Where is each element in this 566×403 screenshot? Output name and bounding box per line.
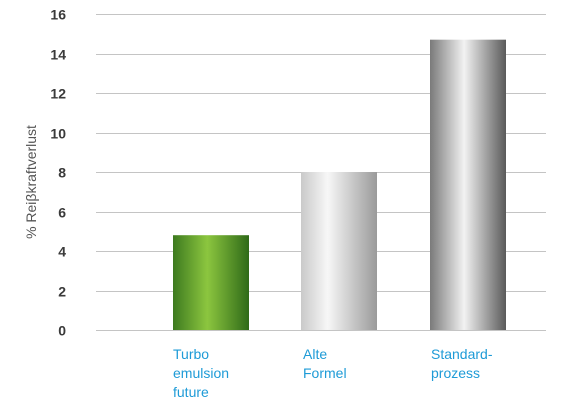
x-category-label-line: Turbo <box>173 346 209 362</box>
y-tick-label: 6 <box>58 205 66 221</box>
bar-0 <box>173 235 249 330</box>
y-tick-label: 8 <box>58 165 66 181</box>
x-category-label-line: Alte <box>303 346 327 362</box>
y-axis-title: % Reiβkraftverlust <box>23 125 39 239</box>
x-category-label: Alte Formel <box>303 346 347 381</box>
x-category-label-line: future <box>173 384 209 400</box>
y-tick-label: 16 <box>50 7 66 23</box>
x-category-label: Turbo emulsion future <box>173 346 229 400</box>
bar-2 <box>430 39 506 331</box>
x-category-label-line: Formel <box>303 365 347 381</box>
bars <box>173 39 506 331</box>
y-tick-label: 10 <box>50 126 66 142</box>
y-tick-label: 14 <box>50 47 66 63</box>
x-category-label-line: emulsion <box>173 365 229 381</box>
x-category-label: Standard-prozess <box>431 346 493 381</box>
bar-1 <box>301 172 377 330</box>
y-tick-label: 2 <box>58 284 66 300</box>
y-tick-label: 0 <box>58 323 66 339</box>
y-tick-label: 12 <box>50 86 66 102</box>
y-axis-ticks: 0 2 4 6 8 10 12 14 16 <box>50 7 66 339</box>
category-labels: Turbo emulsion future Alte Formel Standard-pr… <box>173 346 493 400</box>
y-tick-label: 4 <box>58 244 66 260</box>
x-category-label-line: prozess <box>431 365 480 381</box>
x-category-label-line: Standard- <box>431 346 493 362</box>
